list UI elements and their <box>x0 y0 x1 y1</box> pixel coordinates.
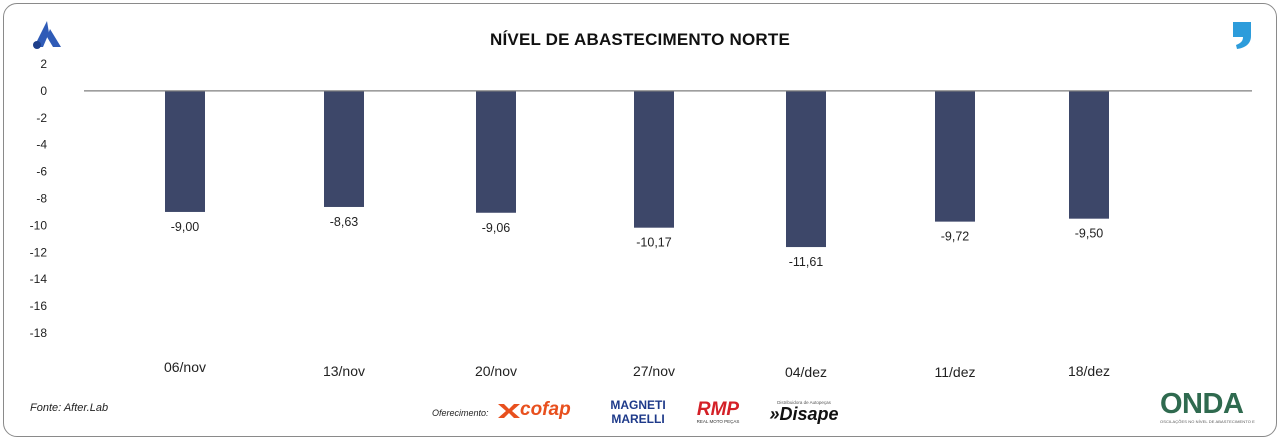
y-tick-label: -4 <box>36 138 47 152</box>
svg-text:MARELLI: MARELLI <box>611 412 664 426</box>
x-category-label: 18/dez <box>1068 363 1110 379</box>
bar-value-label: -9,00 <box>171 220 200 234</box>
bar <box>634 90 674 228</box>
rmp-logo-icon: RMP REAL MOTO PEÇAS <box>697 399 740 424</box>
x-category-label: 27/nov <box>633 363 675 379</box>
x-category-label: 06/nov <box>164 359 206 375</box>
bar <box>935 90 975 222</box>
source-note: Fonte: After.Lab <box>30 402 109 414</box>
y-tick-label: -6 <box>36 165 47 179</box>
svg-text:RMP: RMP <box>697 399 740 420</box>
y-tick-label: -10 <box>30 218 48 232</box>
bar <box>786 90 826 248</box>
x-category-label: 04/dez <box>785 364 827 380</box>
x-category-label: 13/nov <box>323 363 365 379</box>
y-tick-label: -8 <box>36 192 47 206</box>
y-tick-label: 2 <box>40 57 47 71</box>
onda-caption: OSCILAÇÕES NO NÍVEL DE ABASTECIMENTO E P… <box>1160 419 1256 424</box>
sponsor-label: Oferecimento: <box>432 408 489 418</box>
svg-text:MAGNETI: MAGNETI <box>610 398 665 412</box>
bar <box>324 90 364 207</box>
onda-logo-text: ONDA <box>1160 388 1244 420</box>
x-category-label: 11/dez <box>935 364 976 380</box>
svg-text:Distribuidora de Autopeças: Distribuidora de Autopeças <box>777 400 832 405</box>
cofap-logo-text: cofap <box>520 399 571 420</box>
svg-text:REAL MOTO PEÇAS: REAL MOTO PEÇAS <box>697 419 740 424</box>
magneti-marelli-logo-icon: MAGNETI MARELLI <box>606 396 670 426</box>
cofap-logo-icon <box>498 404 520 418</box>
disape-logo-icon: Distribuidora de Autopeças »Disape <box>769 400 838 424</box>
bar-value-label: -11,61 <box>789 255 824 269</box>
bar-value-label: -9,72 <box>941 230 970 244</box>
y-tick-label: -12 <box>30 245 48 259</box>
comma-quote-logo-icon <box>1233 22 1251 49</box>
x-category-label: 20/nov <box>475 363 517 379</box>
y-tick-label: -14 <box>30 272 48 286</box>
y-tick-label: 0 <box>40 84 47 98</box>
onda-brand: ONDA OSCILAÇÕES NO NÍVEL DE ABASTECIMENT… <box>1158 388 1256 428</box>
bar-value-label: -9,50 <box>1075 227 1104 241</box>
y-tick-label: -2 <box>36 111 47 125</box>
bar <box>476 90 516 213</box>
bar <box>1069 90 1109 219</box>
sponsors-strip: Oferecimento: cofap MAGNETI MARELLI RMP … <box>432 396 852 426</box>
bar-value-label: -9,06 <box>482 221 511 235</box>
y-tick-label: -16 <box>30 299 48 313</box>
svg-text:»Disape: »Disape <box>769 404 838 424</box>
bar <box>165 90 205 212</box>
bar-value-label: -8,63 <box>330 215 359 229</box>
brand-a-logo-icon <box>33 21 61 49</box>
y-tick-label: -18 <box>30 326 48 340</box>
chart-title: NÍVEL DE ABASTECIMENTO NORTE <box>490 30 790 49</box>
bar-value-label: -10,17 <box>636 236 671 250</box>
